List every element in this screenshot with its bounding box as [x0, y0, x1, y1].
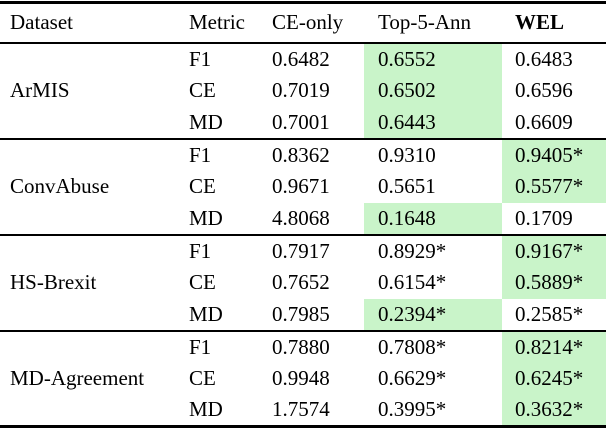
value-wel: 0.1709: [515, 205, 573, 230]
metric-label: F1: [189, 238, 212, 263]
table-row: CE 0.7019 0.6502 0.6596: [0, 74, 606, 107]
metric-label: MD: [189, 205, 223, 230]
value-ce-only: 0.7985: [272, 301, 330, 326]
value-top-5-ann: 0.3995*: [378, 397, 447, 422]
dataset-label: HS-Brexit: [10, 270, 97, 294]
value-wel: 0.2585*: [515, 301, 584, 326]
group-hs-brexit: HS-Brexit F1 0.7917 0.8929* 0.9167* CE 0…: [0, 234, 606, 331]
group-md-agreement: MD-Agreement F1 0.7880 0.7808* 0.8214* C…: [0, 330, 606, 427]
metric-label: CE: [189, 366, 216, 390]
value-ce-only: 0.9671: [272, 174, 330, 198]
value-ce-only: 0.9948: [272, 366, 330, 390]
value-wel: 0.9405*: [502, 138, 606, 171]
metric-label: CE: [189, 78, 216, 102]
value-wel: 0.6245*: [502, 362, 606, 395]
header-dataset: Dataset: [10, 10, 73, 35]
value-top-5-ann: 0.5651: [378, 174, 436, 198]
value-top-5-ann: 0.6552: [364, 42, 502, 75]
value-top-5-ann: 0.6502: [364, 74, 502, 107]
value-wel: 0.5889*: [502, 266, 606, 299]
value-top-5-ann: 0.6443: [364, 106, 502, 139]
metric-label: MD: [189, 301, 223, 326]
table-row: MD 1.7574 0.3995* 0.3632*: [0, 394, 606, 427]
header-ce-only: CE-only: [272, 10, 344, 35]
metric-label: F1: [189, 46, 212, 71]
value-ce-only: 0.6482: [272, 46, 330, 71]
table-row: MD 0.7985 0.2394* 0.2585*: [0, 298, 606, 331]
header-wel: WEL: [515, 10, 565, 35]
value-ce-only: 4.8068: [272, 205, 330, 230]
table-row: CE 0.9671 0.5651 0.5577*: [0, 170, 606, 203]
value-top-5-ann: 0.8929*: [378, 238, 447, 263]
table-row: CE 0.7652 0.6154* 0.5889*: [0, 266, 606, 299]
metric-label: F1: [189, 334, 212, 359]
table-row: ConvAbuse F1 0.8362 0.9310 0.9405*: [0, 138, 606, 198]
value-ce-only: 0.8362: [272, 142, 330, 167]
value-wel: 0.6483: [515, 46, 573, 71]
value-wel: 0.3632*: [502, 394, 606, 427]
value-ce-only: 0.7880: [272, 334, 330, 359]
metric-label: CE: [189, 174, 216, 198]
value-ce-only: 0.7019: [272, 78, 330, 102]
value-top-5-ann: 0.2394*: [364, 298, 502, 331]
dataset-label: MD-Agreement: [10, 365, 145, 390]
table-row: MD 0.7001 0.6443 0.6609: [0, 106, 606, 139]
value-wel: 0.5577*: [502, 170, 606, 203]
metric-label: MD: [189, 109, 223, 134]
table-header: Dataset Metric CE-only Top-5-Ann WEL: [0, 3, 606, 43]
results-table: Dataset Metric CE-only Top-5-Ann WEL ArM…: [0, 1, 606, 428]
metric-label: MD: [189, 397, 223, 422]
header-top-5-ann: Top-5-Ann: [378, 10, 472, 35]
group-convabuse: ConvAbuse F1 0.8362 0.9310 0.9405* CE 0.…: [0, 138, 606, 235]
table-row: MD-Agreement F1 0.7880 0.7808* 0.8214*: [0, 330, 606, 390]
dataset-label: ArMIS: [10, 78, 70, 102]
metric-label: F1: [189, 142, 212, 167]
value-top-5-ann: 0.6629*: [378, 366, 447, 390]
header-metric: Metric: [189, 10, 245, 35]
value-ce-only: 0.7652: [272, 270, 330, 294]
table-row: MD 4.8068 0.1648 0.1709: [0, 202, 606, 235]
group-armis: ArMIS F1 0.6482 0.6552 0.6483 CE 0.7019 …: [0, 42, 606, 139]
value-ce-only: 1.7574: [272, 397, 330, 422]
value-top-5-ann: 0.1648: [364, 202, 502, 235]
value-top-5-ann: 0.7808*: [378, 334, 447, 359]
value-ce-only: 0.7001: [272, 109, 330, 134]
value-wel: 0.8214*: [502, 330, 606, 363]
table-row: CE 0.9948 0.6629* 0.6245*: [0, 362, 606, 395]
value-wel: 0.6609: [515, 109, 573, 134]
metric-label: CE: [189, 270, 216, 294]
table-row: HS-Brexit F1 0.7917 0.8929* 0.9167*: [0, 234, 606, 294]
table-row: ArMIS F1 0.6482 0.6552 0.6483: [0, 42, 606, 102]
value-wel: 0.9167*: [502, 234, 606, 267]
dataset-label: ConvAbuse: [10, 174, 110, 198]
value-wel: 0.6596: [515, 78, 573, 102]
value-ce-only: 0.7917: [272, 238, 330, 263]
header-row: Dataset Metric CE-only Top-5-Ann WEL: [0, 3, 606, 43]
value-top-5-ann: 0.6154*: [378, 270, 447, 294]
value-top-5-ann: 0.9310: [378, 142, 436, 167]
